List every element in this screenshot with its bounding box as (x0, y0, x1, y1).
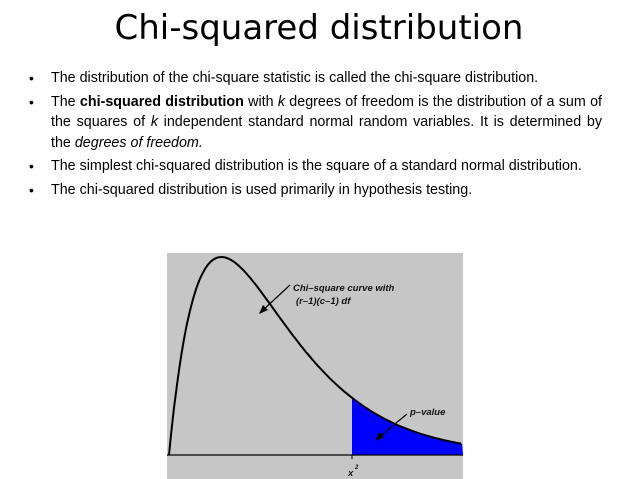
pvalue-arrowhead-icon (375, 432, 384, 441)
bullet-text-segment: k (150, 114, 158, 130)
bullet-text-segment: The distribution of the chi-square stati… (51, 70, 539, 86)
pvalue-shaded-area (352, 397, 463, 455)
bullet-text-segment: k (277, 93, 286, 110)
bullet-text-segment: degrees of freedom. (74, 134, 203, 151)
bullet-text-segment: independent standard normal random varia… (51, 114, 603, 151)
bullet-text-segment: The chi-squared distribution is used pri… (51, 181, 473, 198)
x-axis-label-superscript: 2 (354, 465, 359, 471)
bullet-item: • The simplest chi-squared distribution i… (28, 156, 602, 177)
curve-label-arrow (261, 284, 291, 312)
curve-label-line1: Chi–square curve with (293, 283, 395, 294)
bullet-item: • The chi-squared distribution with k deg… (28, 92, 602, 154)
bullet-text-segment: degrees of freedom is the distribution o… (51, 93, 602, 131)
bullet-item: • The distribution of the chi-square stat… (28, 68, 602, 89)
slide-title: Chi-squared distribution (114, 8, 524, 48)
chi-square-plot: Chi–square curve with (r–1)(c–1) df p–va… (167, 253, 463, 479)
bullet-text-segment: The (51, 93, 80, 110)
bullet-item: • The chi-squared distribution is used pr… (28, 180, 602, 201)
chi-square-figure: Chi–square curve with (r–1)(c–1) df p–va… (167, 253, 463, 479)
pvalue-arrow (378, 413, 408, 438)
bullet-text-segment: The simplest chi-squared distribution is… (51, 158, 582, 174)
x-axis-label: x (347, 468, 354, 479)
pvalue-label: p–value (409, 407, 446, 418)
curve-arrowhead-icon (259, 305, 268, 314)
bullet-dot-icon: • (29, 70, 34, 86)
bullet-text-segment: chi-squared distribution (79, 93, 244, 110)
bullet-text-segment: with (243, 93, 278, 110)
bullet-dot-icon: • (29, 181, 34, 198)
curve-label-line2: (r–1)(c–1) df (296, 296, 351, 307)
bullet-list: • The distribution of the chi-square stat… (28, 68, 602, 203)
bullet-dot-icon: • (29, 93, 34, 110)
density-curve (168, 255, 462, 456)
bullet-dot-icon: • (29, 158, 34, 174)
